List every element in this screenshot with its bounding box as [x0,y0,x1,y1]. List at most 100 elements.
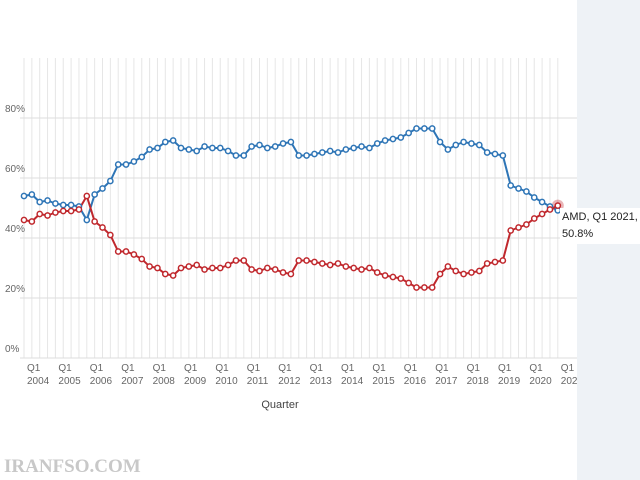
point [232,152,240,159]
point [264,264,271,272]
plot-area: Quarter 0% 20% 40% 60% 80% Q1 2004 Q1 2005 Q1 … [5,58,577,411]
point [468,140,475,147]
point [114,248,122,255]
point [436,270,444,278]
point [318,260,326,267]
point [185,263,193,270]
point [318,149,326,156]
point [546,206,554,213]
point [499,257,507,264]
point [177,144,185,152]
point [28,218,36,225]
point [350,264,358,272]
point [138,153,146,161]
point [421,125,428,132]
point [287,270,295,278]
point [452,267,460,275]
point [475,267,483,275]
point [154,144,161,152]
point [216,264,224,272]
x-tick-label: Q1 2017 [435,363,458,387]
point [99,224,106,231]
point [460,138,467,146]
x-tick-label: Q1 2006 [89,363,113,387]
point [358,266,365,273]
x-tick-label: Q1 2015 [372,363,395,387]
point [421,284,428,291]
point [44,197,51,204]
point [381,272,389,279]
point [342,263,350,270]
x-tick-label: Q1 2016 [403,363,427,387]
point [373,140,381,147]
point [20,192,28,200]
point [169,137,177,144]
point [36,198,44,206]
x-tick-label: Q1 2021 [560,363,577,387]
point [358,143,365,150]
point [130,251,138,258]
point [59,201,67,209]
point [122,248,130,255]
point [201,266,208,273]
point [67,207,75,215]
point [483,149,491,156]
point [271,266,279,273]
point [83,216,91,224]
point [28,191,36,198]
point [389,273,397,281]
point [209,144,216,152]
point [538,210,546,218]
point [107,177,114,185]
point [491,258,499,266]
x-tick-label: Q1 2010 [215,363,238,387]
point [256,141,263,149]
point [279,269,287,276]
point [146,146,153,153]
point [428,125,436,132]
x-tick-label: Q1 2020 [529,363,552,387]
point [538,198,546,206]
point [295,257,303,264]
y-tick-label: 60% [5,164,25,175]
point [405,279,412,287]
point [428,284,436,291]
point [287,138,295,146]
y-tick-label: 40% [5,224,25,235]
point [256,267,263,275]
point [389,135,397,143]
point [130,158,138,165]
point [20,216,28,224]
point [138,255,146,263]
point [483,260,491,267]
point [146,263,153,270]
point [334,149,342,156]
point [240,257,248,264]
point [216,144,224,152]
x-tick-label: Q1 2019 [498,363,521,387]
point [311,150,318,158]
x-axis-title: Quarter [261,399,299,411]
point [366,264,373,272]
point [530,215,538,222]
x-tick-label: Q1 2008 [152,363,175,387]
point [122,161,130,168]
point [209,264,216,272]
point [193,261,201,269]
point [193,147,201,155]
point [413,284,420,291]
x-tick-label: Q1 2011 [246,363,269,387]
point [169,272,177,279]
point [468,269,475,276]
point [444,263,452,270]
point [107,231,114,239]
point [554,202,562,209]
point [397,275,405,282]
point [91,191,99,198]
point [311,258,318,266]
chart: Quarter 0% 20% 40% 60% 80% [5,58,577,411]
point [154,264,161,272]
point [36,210,44,218]
point [271,143,279,150]
